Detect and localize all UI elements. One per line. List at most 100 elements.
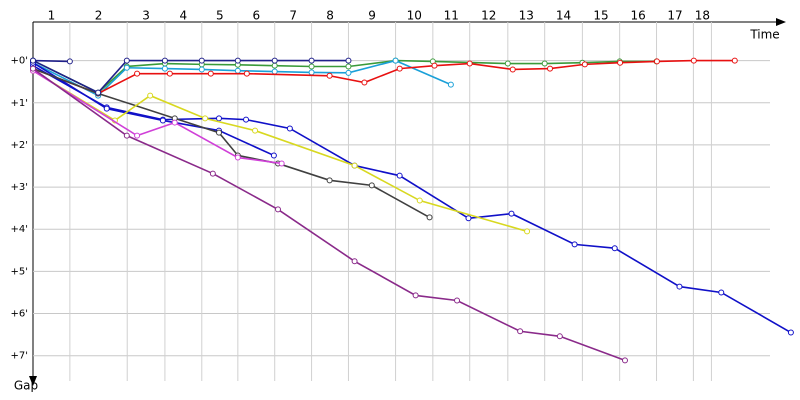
series-point: [676, 283, 683, 290]
y-axis-arrow: [29, 376, 37, 386]
series-line: [32, 67, 430, 219]
series-point: [159, 117, 166, 124]
series-point: [731, 57, 738, 64]
series-point: [345, 57, 352, 64]
y-axis-label: Gap: [14, 379, 38, 393]
series-point: [431, 62, 438, 69]
lap-label: 1: [48, 9, 56, 23]
series-point: [234, 67, 241, 74]
series-point: [202, 115, 209, 122]
series-point: [351, 162, 358, 169]
series-point: [66, 58, 73, 65]
series-point: [207, 70, 214, 77]
series-point: [271, 57, 278, 64]
series-point: [30, 65, 36, 72]
series-point: [361, 79, 368, 86]
lap-label: 11: [444, 9, 459, 23]
series-point: [215, 129, 222, 136]
x-axis-label: Time: [749, 28, 779, 42]
lap-label: 5: [216, 9, 224, 23]
series-line: [32, 59, 735, 95]
series-point: [541, 60, 548, 67]
series-point: [95, 89, 102, 96]
series-line: [32, 59, 657, 94]
lap-label: 15: [593, 9, 608, 23]
series-line: [32, 67, 626, 362]
series-line: [32, 70, 528, 233]
lap-label: 18: [695, 9, 710, 23]
series-point: [123, 57, 130, 64]
series-point: [454, 297, 461, 304]
series-point: [508, 210, 515, 217]
series-line: [32, 59, 452, 97]
series-point: [274, 206, 281, 213]
series-point: [396, 172, 403, 179]
series-point: [466, 60, 473, 67]
series-point: [270, 152, 277, 159]
series-point: [215, 115, 222, 122]
lap-label: 9: [368, 9, 376, 23]
series-point: [547, 65, 554, 72]
y-tick-label: +2': [11, 140, 29, 151]
series-point: [396, 65, 403, 72]
series-point: [103, 105, 110, 112]
series-point: [308, 57, 315, 64]
series-point: [426, 214, 433, 221]
lap-label: 2: [95, 9, 103, 23]
series-point: [161, 57, 168, 64]
series-point: [147, 92, 154, 99]
series-point: [166, 70, 173, 77]
series-point: [621, 357, 628, 364]
y-tick-label: +5': [11, 266, 29, 277]
series-point: [447, 81, 454, 88]
series-point: [611, 245, 618, 252]
series-point: [368, 182, 375, 189]
lap-label: 13: [519, 9, 534, 23]
series-point: [653, 58, 660, 65]
series-point: [571, 241, 578, 248]
lap-label: 10: [407, 9, 422, 23]
x-axis-arrow: [776, 18, 786, 26]
y-tick-label: +4': [11, 224, 29, 235]
y-tick-label: +0': [11, 56, 29, 67]
series-point: [134, 70, 141, 77]
series-point: [690, 57, 697, 64]
lap-label: 8: [326, 9, 334, 23]
series-point: [345, 69, 352, 76]
series-point: [556, 333, 563, 340]
series-point: [465, 215, 472, 222]
y-tick-label: +7': [11, 351, 29, 362]
series-point: [504, 60, 511, 67]
series-point: [134, 132, 141, 139]
series-point: [308, 69, 315, 76]
series-point: [234, 57, 241, 64]
lap-label: 16: [630, 9, 645, 23]
series-point: [416, 197, 423, 204]
series-point: [243, 116, 250, 123]
series-point: [787, 329, 794, 336]
series-point: [161, 65, 168, 72]
series-point: [581, 61, 588, 68]
series-point: [326, 177, 333, 184]
y-tick-label: +3': [11, 182, 29, 193]
series-point: [509, 66, 516, 73]
series-point: [123, 132, 130, 139]
lap-label: 12: [481, 9, 496, 23]
series-point: [517, 328, 524, 335]
series-point: [392, 57, 399, 64]
series-point: [234, 154, 241, 161]
series-point: [198, 66, 205, 73]
series-point: [30, 57, 36, 64]
series-point: [524, 228, 531, 235]
series-point: [286, 125, 293, 132]
y-tick-label: +1': [11, 98, 29, 109]
series-point: [198, 57, 205, 64]
series-point: [243, 70, 250, 77]
series-point: [123, 64, 130, 71]
series-line: [32, 59, 349, 94]
lap-label: 6: [252, 9, 260, 23]
series-point: [326, 72, 333, 79]
series-point: [412, 292, 419, 299]
series-point: [351, 258, 358, 265]
